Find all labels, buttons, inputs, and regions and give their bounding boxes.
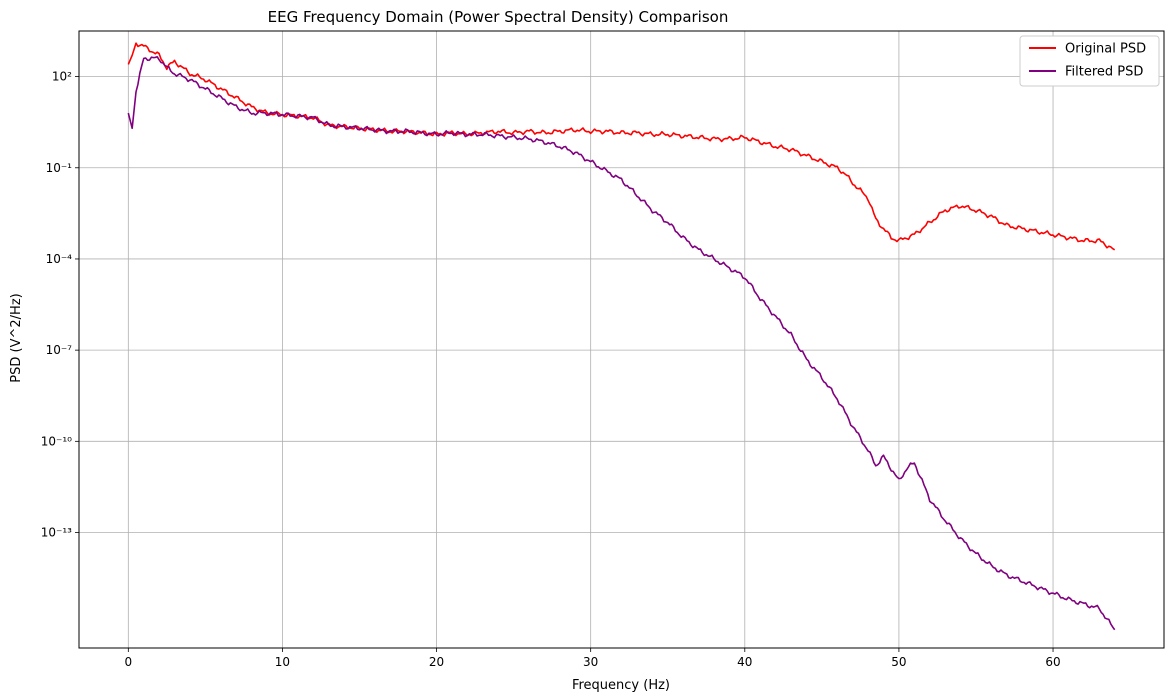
x-tick-label: 60 bbox=[1045, 655, 1060, 669]
y-tick-label: 10⁻⁷ bbox=[46, 343, 73, 357]
plot-area-frame bbox=[78, 30, 1165, 649]
series-line-filtered bbox=[127, 56, 1116, 631]
legend-label-filtered: Filtered PSD bbox=[1065, 65, 1143, 80]
x-axis-label: Frequency (Hz) bbox=[572, 678, 670, 693]
y-tick-label: 10² bbox=[52, 70, 72, 84]
x-tick-label: 20 bbox=[429, 655, 444, 669]
series-line-original bbox=[127, 42, 1116, 251]
x-tick-label: 50 bbox=[891, 655, 906, 669]
y-tick-label: 10⁻¹⁰ bbox=[41, 434, 72, 448]
axis-ticks: 0 10 20 30 40 50 60 10² 10⁻¹ 10⁻⁴ 10⁻⁷ 10⁻¹⁰ 10⁻¹³ bbox=[41, 70, 1061, 669]
legend: Original PSD Filtered PSD bbox=[1019, 35, 1160, 87]
chart-title: EEG Frequency Domain (Power Spectral Den… bbox=[268, 8, 729, 26]
grid-lines bbox=[79, 31, 1164, 648]
y-axis-label: PSD (V^2/Hz) bbox=[9, 293, 24, 382]
x-tick-label: 30 bbox=[583, 655, 598, 669]
y-tick-label: 10⁻¹³ bbox=[41, 526, 72, 540]
legend-label-original: Original PSD bbox=[1065, 42, 1146, 57]
series-lines bbox=[127, 42, 1116, 631]
y-tick-label: 10⁻⁴ bbox=[46, 252, 73, 266]
x-tick-label: 10 bbox=[275, 655, 290, 669]
x-tick-label: 0 bbox=[124, 655, 132, 669]
y-tick-label: 10⁻¹ bbox=[46, 161, 73, 175]
x-tick-label: 40 bbox=[737, 655, 752, 669]
